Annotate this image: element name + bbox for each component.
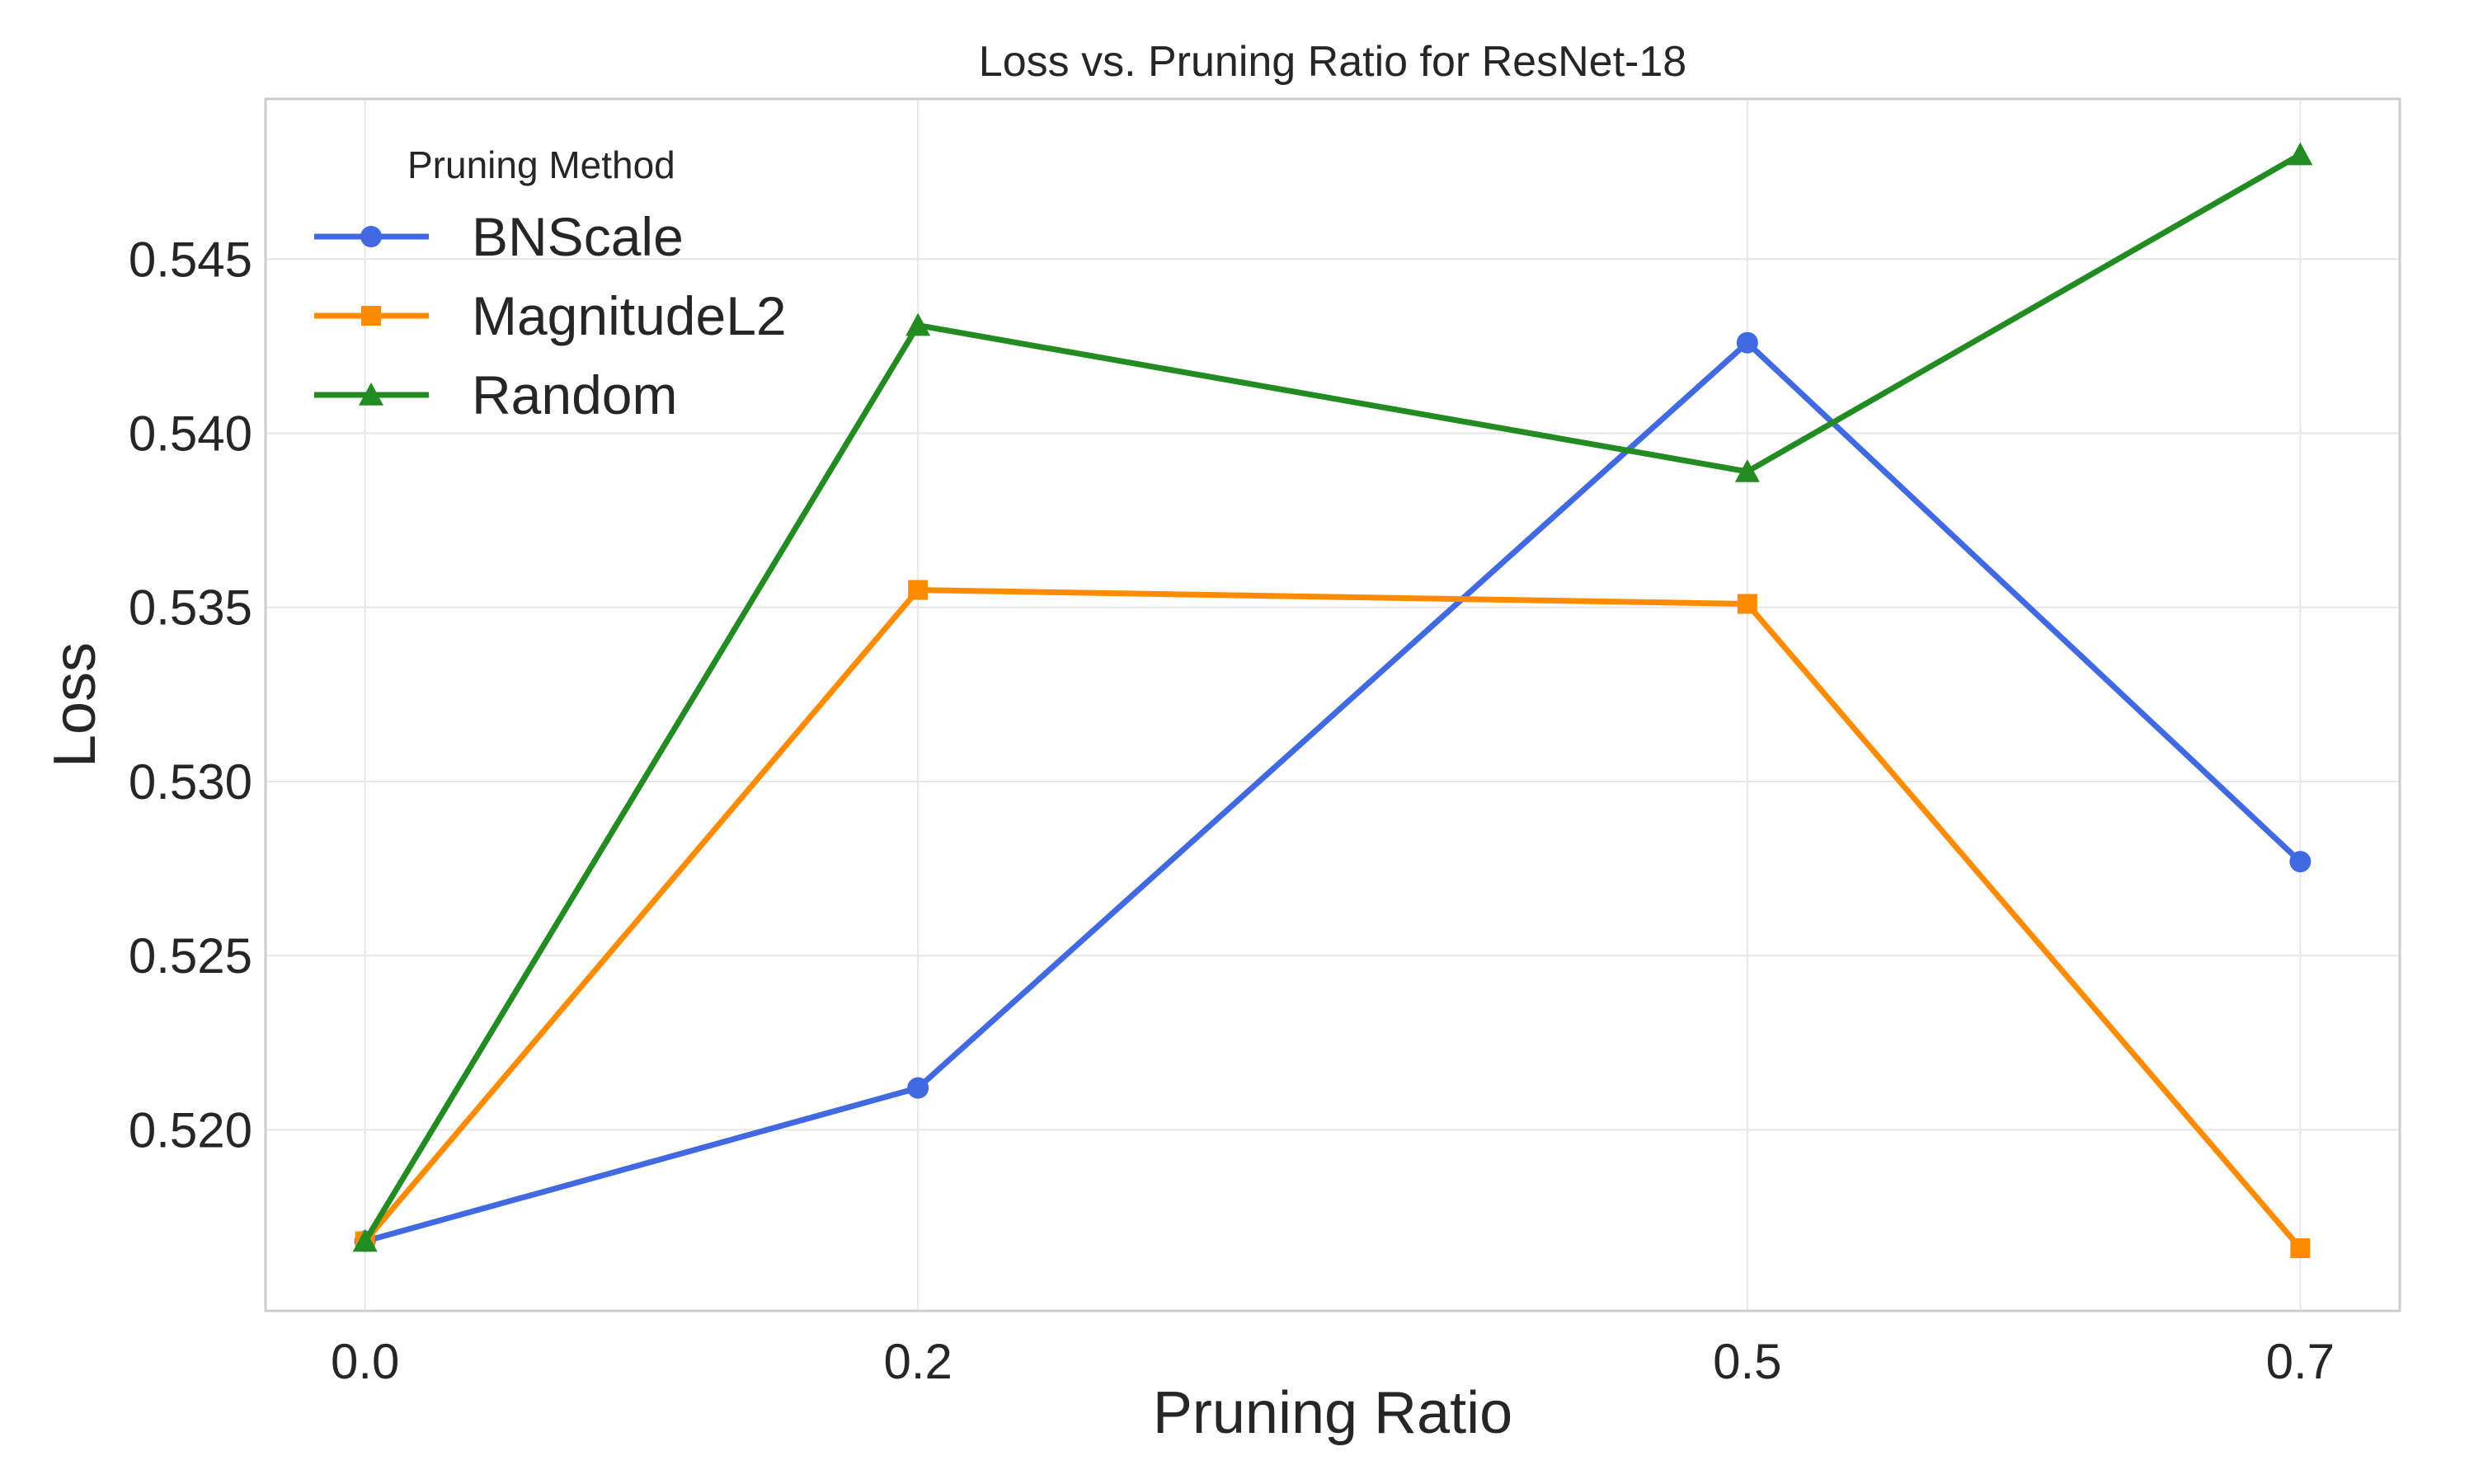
data-point — [2290, 1237, 2311, 1258]
data-point — [908, 580, 929, 600]
series-line — [362, 340, 2303, 1245]
legend-item: BNScale — [314, 206, 684, 267]
series-random — [352, 142, 2313, 1252]
x-axis-ticks: 0.0 0.2 0.5 0.7 — [331, 1334, 2335, 1389]
y-tick-label: 0.535 — [129, 580, 252, 636]
legend-item: Random — [314, 364, 677, 425]
series-line — [362, 152, 2303, 1245]
data-point — [1736, 331, 1758, 354]
x-tick-label: 0.7 — [2266, 1334, 2335, 1389]
legend-label: MagnitudeL2 — [472, 285, 787, 346]
series-layer — [352, 142, 2313, 1258]
series-line — [362, 587, 2303, 1252]
data-point — [905, 312, 931, 336]
data-point — [1734, 458, 1760, 482]
legend: Pruning Method BNScale MagnitudeL2 Random — [314, 143, 787, 425]
y-tick-label: 0.525 — [129, 928, 252, 984]
y-axis-label: Loss — [42, 642, 108, 768]
x-tick-label: 0.5 — [1713, 1334, 1781, 1389]
x-tick-label: 0.0 — [331, 1334, 399, 1389]
y-tick-label: 0.545 — [129, 232, 252, 287]
series-magnitudel2 — [355, 580, 2311, 1258]
x-tick-label: 0.2 — [883, 1334, 952, 1389]
x-axis-label: Pruning Ratio — [1153, 1380, 1512, 1446]
grid — [266, 99, 2400, 1311]
series-bnscale — [354, 331, 2312, 1252]
legend-label: Random — [472, 364, 677, 425]
data-point — [352, 1228, 378, 1252]
y-tick-label: 0.540 — [129, 406, 252, 462]
data-point — [2289, 851, 2312, 873]
legend-title: Pruning Method — [407, 143, 675, 186]
data-point — [907, 1077, 929, 1099]
data-point — [1737, 594, 1757, 614]
data-point — [2288, 142, 2313, 166]
y-tick-label: 0.520 — [129, 1102, 252, 1158]
legend-item: MagnitudeL2 — [314, 285, 787, 346]
legend-label: BNScale — [472, 206, 684, 267]
y-axis-ticks: 0.520 0.525 0.530 0.535 0.540 0.545 — [129, 232, 252, 1158]
y-tick-label: 0.530 — [129, 754, 252, 810]
plot-area-frame — [264, 97, 2401, 1313]
chart-title: Loss vs. Pruning Ratio for ResNet-18 — [979, 38, 1686, 86]
legend-marker — [359, 383, 383, 406]
legend-items: BNScale MagnitudeL2 Random — [314, 206, 787, 425]
legend-marker — [360, 226, 382, 247]
legend-marker — [361, 306, 381, 326]
